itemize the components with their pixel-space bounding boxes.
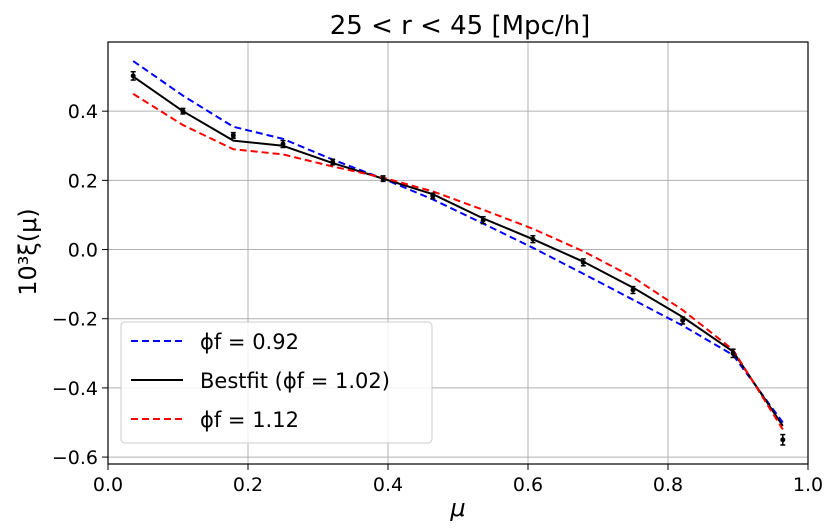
x-tick-label: 0.2: [233, 474, 263, 496]
data-point-marker: [230, 132, 236, 138]
data-point: [430, 192, 436, 200]
y-tick-label: −0.4: [52, 378, 98, 400]
data-point: [730, 348, 736, 359]
x-axis-label: μ: [449, 494, 465, 522]
y-axis-ticks: −0.6 −0.4 −0.2 0.0 0.2 0.4: [52, 101, 108, 469]
data-point-marker: [330, 159, 336, 165]
y-tick-label: 0.4: [68, 101, 98, 123]
plot-frame: [107, 41, 809, 465]
legend: ϕf = 0.92 Bestfit (ϕf = 1.02) ϕf = 1.12: [120, 321, 433, 444]
data-point: [630, 285, 636, 295]
legend-box: [120, 321, 433, 444]
data-point: [580, 258, 586, 267]
data-point: [180, 107, 186, 115]
x-axis-ticks: 0.0 0.2 0.4 0.6 0.8 1.0: [93, 464, 823, 496]
data-point-marker: [130, 73, 136, 79]
data-points: [130, 70, 786, 446]
legend-entries: ϕf = 0.92 Bestfit (ϕf = 1.02) ϕf = 1.12: [131, 330, 390, 432]
data-point: [780, 433, 786, 446]
data-point-marker: [580, 259, 586, 265]
data-point: [380, 175, 386, 183]
data-point-marker: [280, 141, 286, 147]
legend-label-0: ϕf = 0.92: [200, 330, 299, 354]
y-axis-label: 10³ξ(μ): [14, 208, 42, 296]
data-point-marker: [480, 217, 486, 223]
data-point: [680, 316, 686, 325]
x-tick-label: 0.6: [513, 474, 543, 496]
x-tick-label: 1.0: [793, 474, 823, 496]
y-tick-label: 0.2: [68, 170, 98, 192]
data-point: [530, 234, 536, 244]
y-tick-label: −0.2: [52, 309, 98, 331]
chart-title: 25 < r < 45 [Mpc/h]: [330, 11, 591, 41]
series-lines: [132, 60, 784, 430]
y-tick-label: −0.6: [52, 447, 98, 469]
data-point-marker: [530, 236, 536, 242]
data-point: [480, 215, 486, 225]
data-point-marker: [680, 317, 686, 323]
x-tick-label: 0.0: [93, 474, 123, 496]
x-tick-label: 0.8: [653, 474, 683, 496]
data-point: [330, 158, 336, 166]
x-tick-label: 0.4: [373, 474, 403, 496]
series-line-1: [132, 75, 784, 427]
data-point-marker: [630, 287, 636, 293]
data-point-marker: [730, 350, 736, 356]
y-tick-label: 0.0: [68, 240, 98, 262]
series-line-2: [132, 93, 784, 430]
data-point: [280, 139, 286, 149]
data-point: [130, 70, 136, 81]
legend-label-1: Bestfit (ϕf = 1.02): [200, 369, 390, 393]
data-point-marker: [180, 108, 186, 114]
legend-label-2: ϕf = 1.12: [200, 408, 299, 432]
data-point: [230, 131, 236, 139]
data-point-marker: [430, 193, 436, 199]
data-point-marker: [380, 176, 386, 182]
data-point-marker: [780, 437, 786, 443]
